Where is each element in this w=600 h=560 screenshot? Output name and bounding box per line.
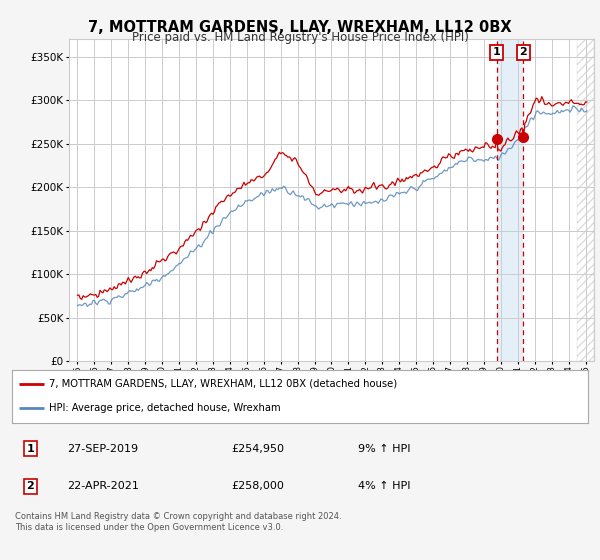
Text: HPI: Average price, detached house, Wrexham: HPI: Average price, detached house, Wrex… [49, 403, 281, 413]
Text: Contains HM Land Registry data © Crown copyright and database right 2024.
This d: Contains HM Land Registry data © Crown c… [15, 512, 341, 532]
Text: 2: 2 [520, 47, 527, 57]
Bar [497, 39, 523, 361]
Text: £258,000: £258,000 [231, 482, 284, 492]
Text: 7, MOTTRAM GARDENS, LLAY, WREXHAM, LL12 0BX: 7, MOTTRAM GARDENS, LLAY, WREXHAM, LL12 … [88, 20, 512, 35]
Bar [577, 39, 594, 361]
Text: 7, MOTTRAM GARDENS, LLAY, WREXHAM, LL12 0BX (detached house): 7, MOTTRAM GARDENS, LLAY, WREXHAM, LL12 … [49, 379, 398, 389]
Text: 2: 2 [26, 482, 34, 492]
Text: 22-APR-2021: 22-APR-2021 [67, 482, 139, 492]
Text: 1: 1 [493, 47, 500, 57]
Text: £254,950: £254,950 [231, 444, 284, 454]
Text: 4% ↑ HPI: 4% ↑ HPI [358, 482, 410, 492]
Text: Price paid vs. HM Land Registry's House Price Index (HPI): Price paid vs. HM Land Registry's House … [131, 31, 469, 44]
Text: 1: 1 [26, 444, 34, 454]
Text: 27-SEP-2019: 27-SEP-2019 [67, 444, 138, 454]
Text: 9% ↑ HPI: 9% ↑ HPI [358, 444, 410, 454]
